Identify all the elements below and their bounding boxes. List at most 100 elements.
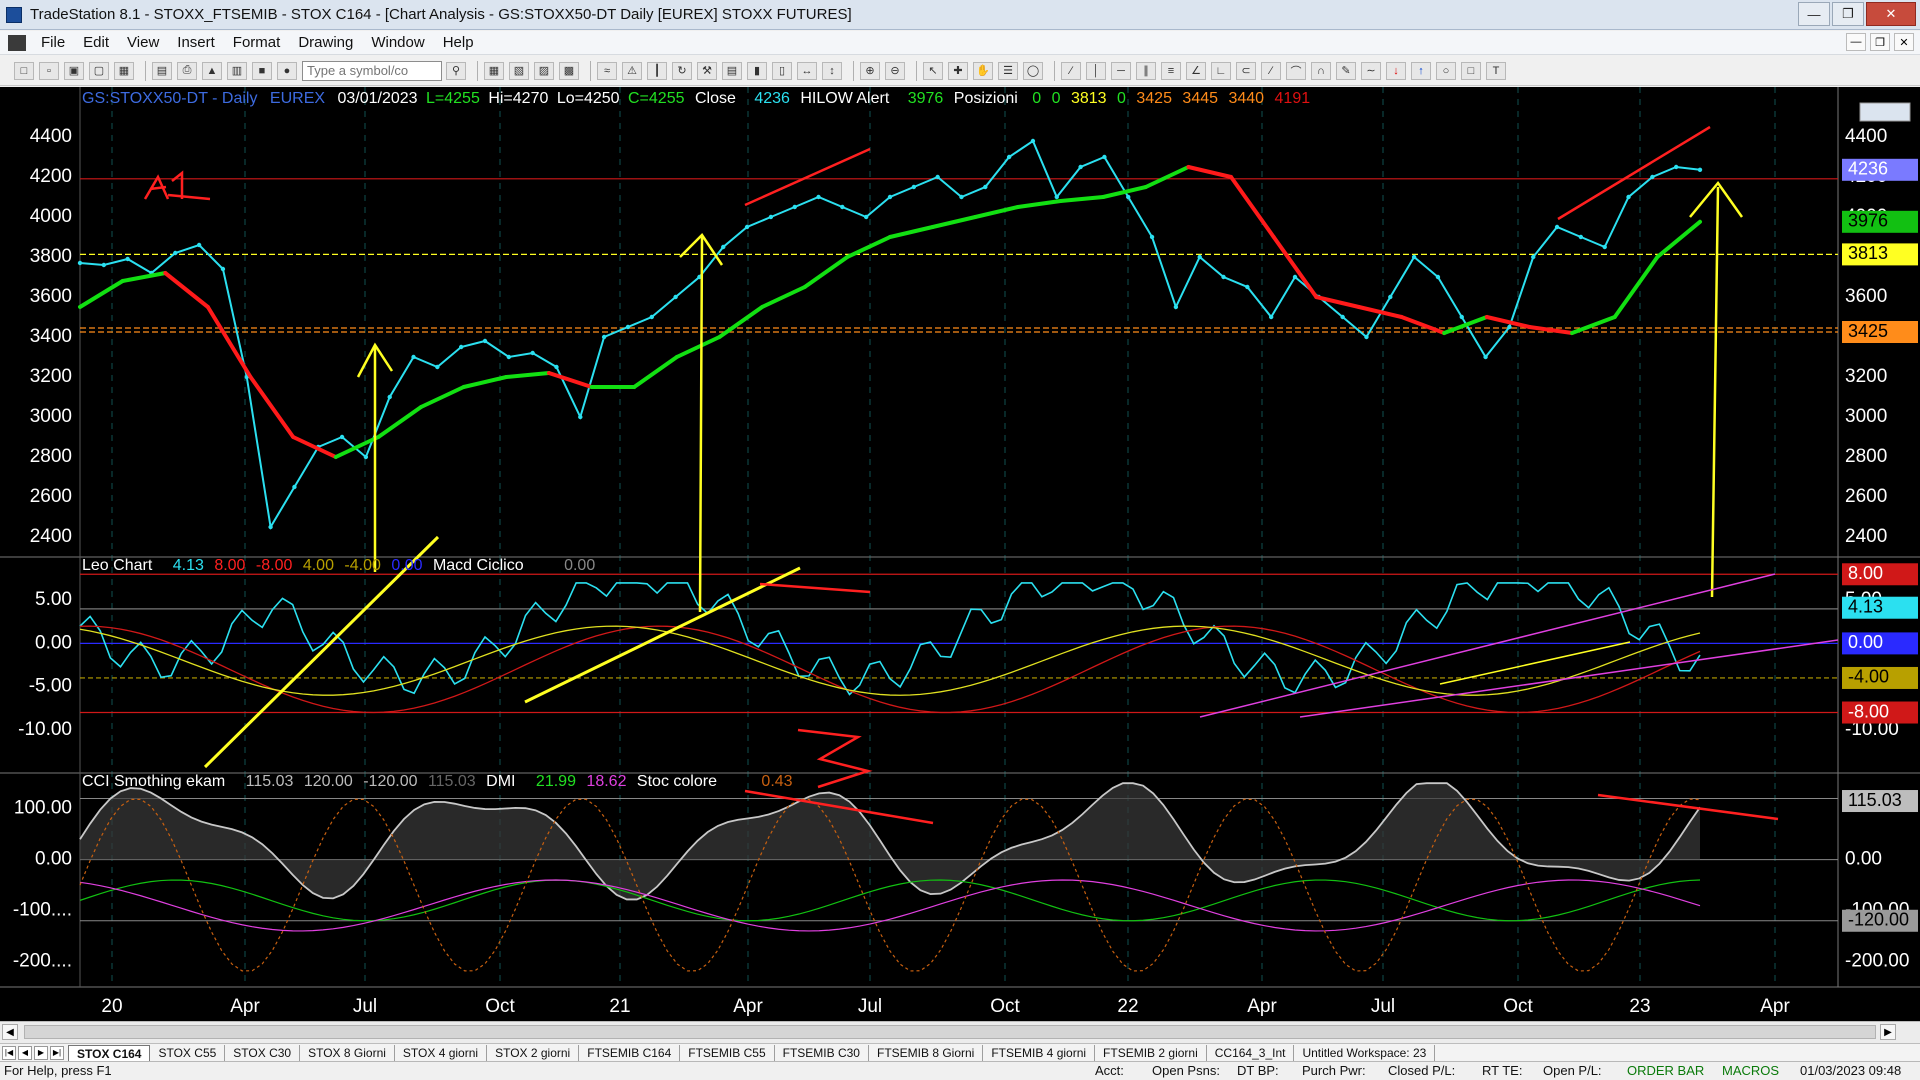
- horizontal-scrollbar[interactable]: ◀ ▶: [0, 1021, 1920, 1043]
- vertical-lines-icon[interactable]: │: [1086, 61, 1106, 80]
- open-folder-icon[interactable]: ▫: [39, 61, 59, 80]
- arrow-up-icon[interactable]: ↑: [1411, 61, 1431, 80]
- scroll-thumb[interactable]: [24, 1025, 1876, 1039]
- pencil-icon[interactable]: ✎: [1336, 61, 1356, 80]
- ellipse-icon[interactable]: ○: [1436, 61, 1456, 80]
- menu-window[interactable]: Window: [371, 34, 425, 51]
- menu-drawing[interactable]: Drawing: [298, 34, 354, 51]
- gann-fan-icon[interactable]: ∟: [1211, 61, 1231, 80]
- bars-icon[interactable]: ▮: [747, 61, 767, 80]
- trendline-icon[interactable]: ∕: [1061, 61, 1081, 80]
- scroll-right-icon[interactable]: ▶: [1880, 1024, 1896, 1040]
- menu-format[interactable]: Format: [232, 34, 281, 51]
- restore-button[interactable]: ❐: [1832, 2, 1864, 26]
- menu-file[interactable]: File: [41, 34, 66, 51]
- tag-level-3813: 3813: [1848, 243, 1888, 263]
- mdi-minimize-button[interactable]: —: [1846, 33, 1866, 51]
- menu-view[interactable]: View: [127, 34, 160, 51]
- fibonacci-icon[interactable]: ≡: [1161, 61, 1181, 80]
- mdi-restore-button[interactable]: ❐: [1870, 33, 1890, 51]
- insert-indicator-icon[interactable]: ▧: [509, 61, 529, 80]
- open-workspace-icon[interactable]: ▦: [114, 61, 134, 80]
- print-icon[interactable]: ⎙: [177, 61, 197, 80]
- free-line-icon[interactable]: ∼: [1361, 61, 1381, 80]
- snapshot-icon[interactable]: ◯: [1023, 61, 1043, 80]
- expand-icon[interactable]: ↕: [822, 61, 842, 80]
- new-workspace-icon[interactable]: ▢: [89, 61, 109, 80]
- workspace-tab[interactable]: STOX 2 giorni: [487, 1044, 580, 1061]
- menu-edit[interactable]: Edit: [83, 34, 110, 51]
- format-icon[interactable]: ⚒: [697, 61, 717, 80]
- alert-icon[interactable]: ⚠: [622, 61, 642, 80]
- price-point: [697, 274, 702, 280]
- speed-lines-icon[interactable]: ∠: [1186, 61, 1206, 80]
- chart-icon[interactable]: ▲: [202, 61, 222, 80]
- mdi-close-button[interactable]: ✕: [1894, 33, 1914, 51]
- scroll-left-icon[interactable]: ◀: [2, 1024, 18, 1040]
- workspace-tab[interactable]: Untitled Workspace: 23: [1294, 1044, 1436, 1061]
- tab-next-icon[interactable]: ▶: [34, 1045, 48, 1060]
- refresh-icon[interactable]: ↻: [672, 61, 692, 80]
- save-workspace-icon[interactable]: ▤: [152, 61, 172, 80]
- text-tool-icon[interactable]: T: [1486, 61, 1506, 80]
- horizontal-line-icon[interactable]: ─: [1111, 61, 1131, 80]
- tag-macd-zero: 0.00: [1848, 632, 1883, 652]
- workspace-tab[interactable]: FTSEMIB C55: [680, 1044, 775, 1061]
- crosshair-icon[interactable]: ✚: [948, 61, 968, 80]
- insert-strategy-icon[interactable]: ▨: [534, 61, 554, 80]
- menu-insert[interactable]: Insert: [177, 34, 215, 51]
- workspace-tab[interactable]: STOX 4 giorni: [395, 1044, 488, 1061]
- data-window-icon[interactable]: ▤: [722, 61, 742, 80]
- save-icon[interactable]: ▣: [64, 61, 84, 80]
- tab-first-icon[interactable]: |◀: [2, 1045, 16, 1060]
- zoom-in-icon[interactable]: ⊕: [860, 61, 880, 80]
- shift-icon[interactable]: ↔: [797, 61, 817, 80]
- arrow-down-icon[interactable]: ↓: [1386, 61, 1406, 80]
- hand-tool-icon[interactable]: ✋: [973, 61, 993, 80]
- globe-icon[interactable]: ●: [277, 61, 297, 80]
- workspace-tab[interactable]: FTSEMIB 4 giorni: [983, 1044, 1096, 1061]
- zoom-out-icon[interactable]: ⊖: [885, 61, 905, 80]
- tab-prev-icon[interactable]: ◀: [18, 1045, 32, 1060]
- chart-window-icon[interactable]: [8, 34, 26, 51]
- hilow-segment: [1612, 255, 1660, 319]
- workspace-tab[interactable]: FTSEMIB 8 Giorni: [869, 1044, 984, 1061]
- workspace-tab[interactable]: FTSEMIB C30: [775, 1044, 869, 1061]
- workspace-tab[interactable]: STOX C164: [68, 1044, 151, 1061]
- cube-icon[interactable]: ■: [252, 61, 272, 80]
- symbol-lookup-icon[interactable]: ⚲: [446, 61, 466, 80]
- workspace-tab[interactable]: CC164_3_Int: [1207, 1044, 1295, 1061]
- status-order-bar[interactable]: ORDER BAR: [1627, 1063, 1705, 1078]
- insert-table-icon[interactable]: ▩: [559, 61, 579, 80]
- bar-style-icon[interactable]: ┃: [647, 61, 667, 80]
- workspace-tab[interactable]: STOX 8 Giorni: [300, 1044, 395, 1061]
- status-macros[interactable]: MACROS: [1722, 1063, 1780, 1078]
- workspace-tab[interactable]: FTSEMIB 2 giorni: [1095, 1044, 1207, 1061]
- rectangle-icon[interactable]: □: [1461, 61, 1481, 80]
- andrews-icon[interactable]: ⊂: [1236, 61, 1256, 80]
- insert-analysis-icon[interactable]: ▦: [484, 61, 504, 80]
- status-purch-pwr: Purch Pwr:: [1302, 1063, 1366, 1078]
- workspace-tab[interactable]: STOX C30: [225, 1044, 301, 1061]
- chart-style-icon[interactable]: ≈: [597, 61, 617, 80]
- pointer-icon[interactable]: ↖: [923, 61, 943, 80]
- candles-icon[interactable]: ▯: [772, 61, 792, 80]
- minimize-button[interactable]: —: [1798, 2, 1830, 26]
- workspace-tab[interactable]: STOX C55: [150, 1044, 226, 1061]
- price-point: [840, 204, 845, 210]
- menu-help[interactable]: Help: [442, 34, 474, 51]
- window-icon[interactable]: ▥: [227, 61, 247, 80]
- workspace-tab[interactable]: FTSEMIB C164: [579, 1044, 681, 1061]
- chart-canvas[interactable]: 4400 4200 4000 3800 3600 3400 3200 3000 2800 2600…: [0, 87, 1920, 1021]
- channel-icon[interactable]: ∥: [1136, 61, 1156, 80]
- cycle-icon[interactable]: ∩: [1311, 61, 1331, 80]
- chart-window[interactable]: 4400 4200 4000 3800 3600 3400 3200 3000 2800 2600…: [0, 87, 1920, 1021]
- arc-icon[interactable]: ⌒: [1286, 61, 1306, 80]
- close-button[interactable]: ✕: [1866, 2, 1916, 26]
- regression-icon[interactable]: ∕: [1261, 61, 1281, 80]
- hilow-segment: [1229, 175, 1276, 239]
- tab-last-icon[interactable]: ▶|: [50, 1045, 64, 1060]
- symbol-input[interactable]: [302, 60, 442, 81]
- properties-icon[interactable]: ☰: [998, 61, 1018, 80]
- new-icon[interactable]: □: [14, 61, 34, 80]
